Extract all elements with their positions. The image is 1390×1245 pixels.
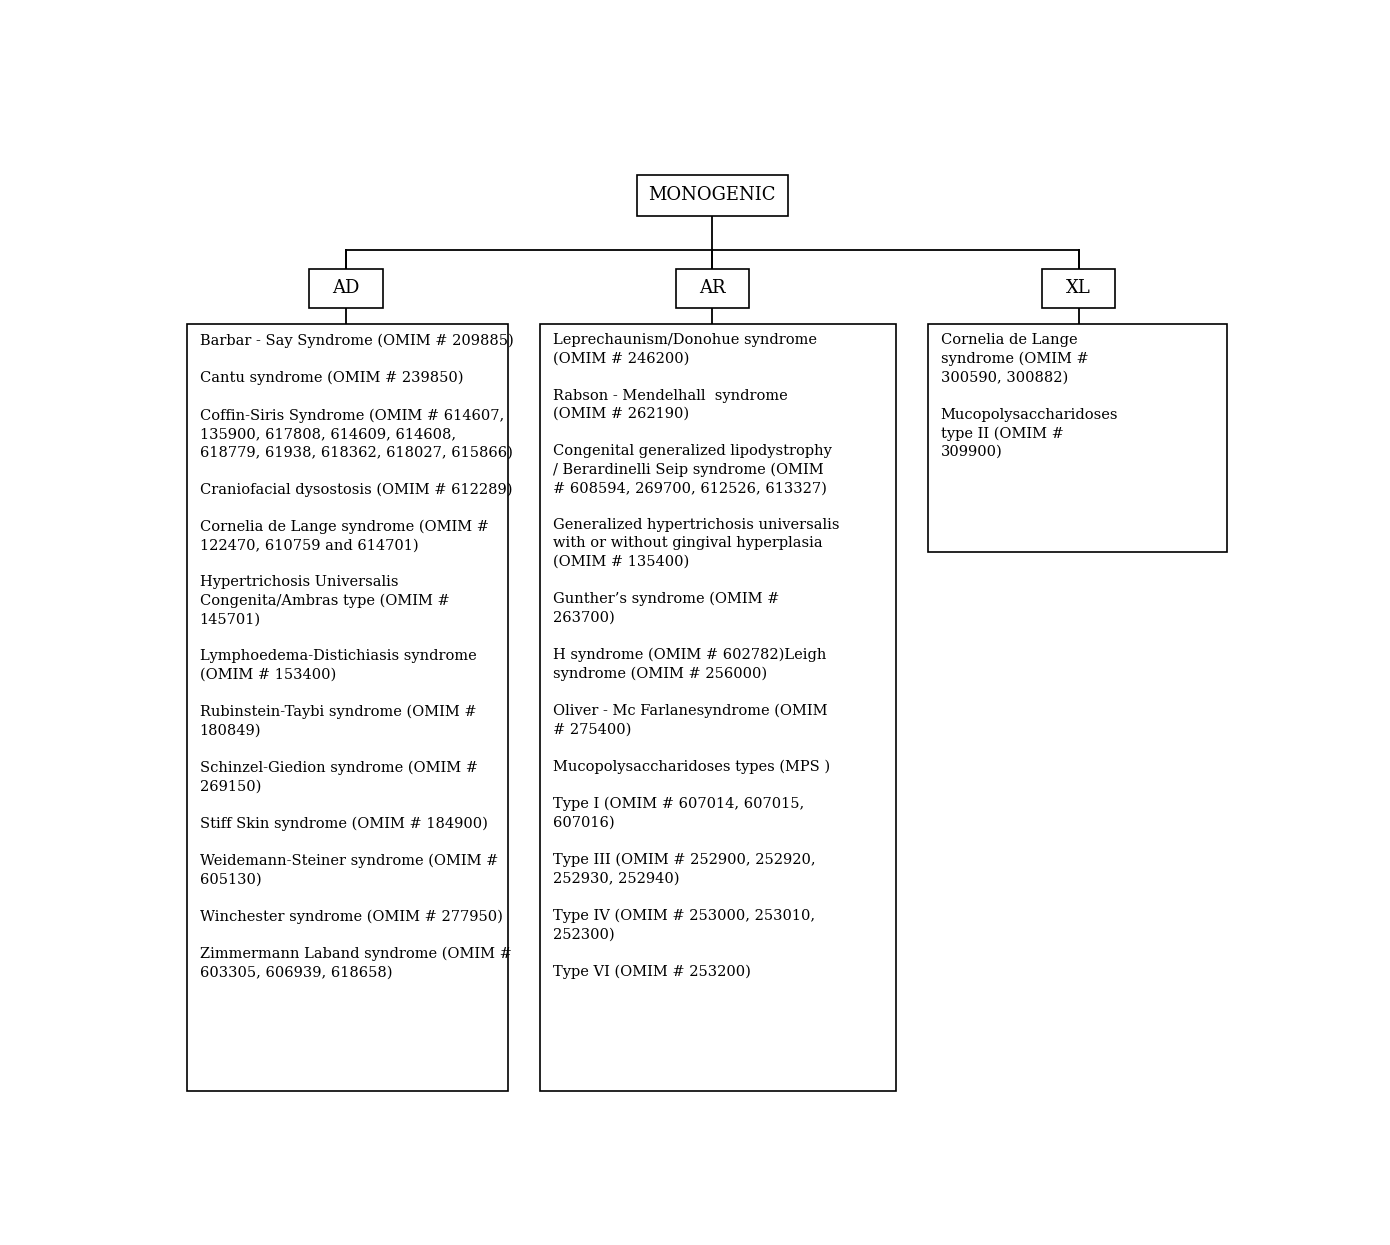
- Text: AD: AD: [332, 279, 360, 298]
- FancyBboxPatch shape: [541, 324, 895, 1091]
- Text: Cornelia de Lange
syndrome (OMIM #
300590, 300882)

Mucopolysaccharidoses
type I: Cornelia de Lange syndrome (OMIM # 30059…: [941, 334, 1118, 459]
- Text: Leprechaunism/Donohue syndrome
(OMIM # 246200)

Rabson - Mendelhall  syndrome
(O: Leprechaunism/Donohue syndrome (OMIM # 2…: [553, 334, 840, 979]
- FancyBboxPatch shape: [310, 269, 382, 308]
- Text: MONOGENIC: MONOGENIC: [649, 187, 776, 204]
- Text: XL: XL: [1066, 279, 1091, 298]
- FancyBboxPatch shape: [676, 269, 749, 308]
- Text: AR: AR: [699, 279, 726, 298]
- FancyBboxPatch shape: [929, 324, 1227, 552]
- FancyBboxPatch shape: [186, 324, 507, 1091]
- Text: Barbar - Say Syndrome (OMIM # 209885)

Cantu syndrome (OMIM # 239850)

Coffin-Si: Barbar - Say Syndrome (OMIM # 209885) Ca…: [200, 334, 513, 980]
- FancyBboxPatch shape: [637, 176, 788, 215]
- FancyBboxPatch shape: [1042, 269, 1115, 308]
